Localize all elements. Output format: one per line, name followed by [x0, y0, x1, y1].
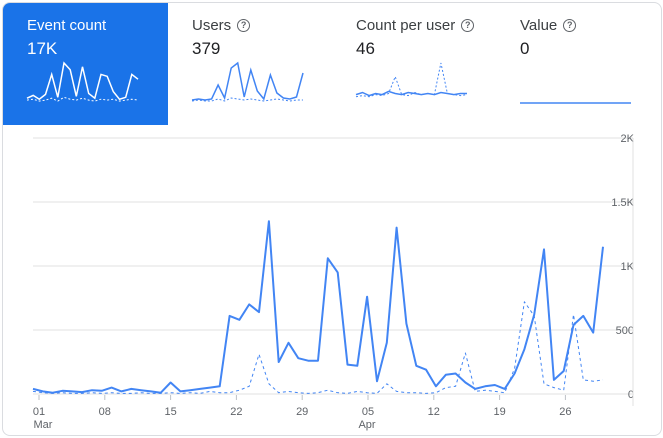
sparkline-event-count: [26, 61, 139, 102]
help-icon[interactable]: ?: [461, 19, 475, 32]
metric-label-count-per-user-text: Count per user: [356, 17, 456, 34]
y-tick-label: 1.5K: [611, 197, 634, 209]
sparkline-count-per-user: [355, 62, 468, 98]
metric-value-event-count: 17K: [27, 39, 58, 58]
x-month-label: Apr: [358, 419, 375, 431]
series-line-dashed: [32, 301, 604, 394]
metric-label-users-text: Users: [192, 17, 232, 34]
x-tick-label: 05: [362, 406, 374, 418]
metric-value-users: 379: [192, 39, 221, 58]
metric-label-users: Users?: [192, 17, 251, 34]
sparkline-current-line: [26, 61, 139, 101]
metric-label-event-count: Event count: [27, 17, 107, 34]
x-tick-label: 01: [33, 406, 45, 418]
y-tick-label: 1K: [621, 261, 635, 273]
event-count-line-chart: 0 500 1K 1.5K 2K 01 08 15 22 29 05 12 19 26 Mar Apr: [32, 133, 635, 431]
sparkline-users: [191, 61, 304, 102]
x-tick-label: 26: [559, 406, 571, 418]
metric-tile-event-count[interactable]: Event count 17K: [3, 3, 168, 125]
series-line-solid: [32, 220, 604, 394]
sparkline-previous-line: [355, 62, 468, 98]
metric-tiles: Event count 17K Users? 379 Count per use…: [3, 3, 661, 125]
sparkline-value: [520, 102, 631, 104]
x-tick-label: 22: [230, 406, 242, 418]
metric-tile-users[interactable]: Users? 379: [168, 3, 332, 125]
sparkline-current-line: [191, 61, 304, 101]
y-tick-label: 0: [628, 389, 634, 401]
x-tick-label: 15: [164, 406, 176, 418]
x-tick-label: 19: [493, 406, 505, 418]
x-tick-label: 08: [99, 406, 111, 418]
metric-label-count-per-user: Count per user?: [356, 17, 475, 34]
metric-label-value: Value?: [520, 17, 577, 34]
metric-tile-count-per-user[interactable]: Count per user? 46: [332, 3, 496, 125]
metric-value-value: 0: [520, 39, 530, 58]
metric-label-value-text: Value: [520, 17, 558, 34]
sparkline-current-line: [355, 90, 467, 97]
metric-value-count-per-user: 46: [356, 39, 375, 58]
metric-tile-value[interactable]: Value? 0: [496, 3, 661, 125]
x-tick-label: 29: [296, 406, 308, 418]
help-icon[interactable]: ?: [237, 19, 251, 32]
sparkline-previous-line: [26, 96, 139, 102]
x-tick-label: 12: [428, 406, 440, 418]
y-tick-label: 500: [616, 325, 634, 337]
sparkline-previous-line: [191, 97, 303, 102]
y-tick-label: 2K: [621, 133, 635, 145]
help-icon[interactable]: ?: [563, 19, 577, 32]
x-month-label: Mar: [34, 419, 53, 431]
